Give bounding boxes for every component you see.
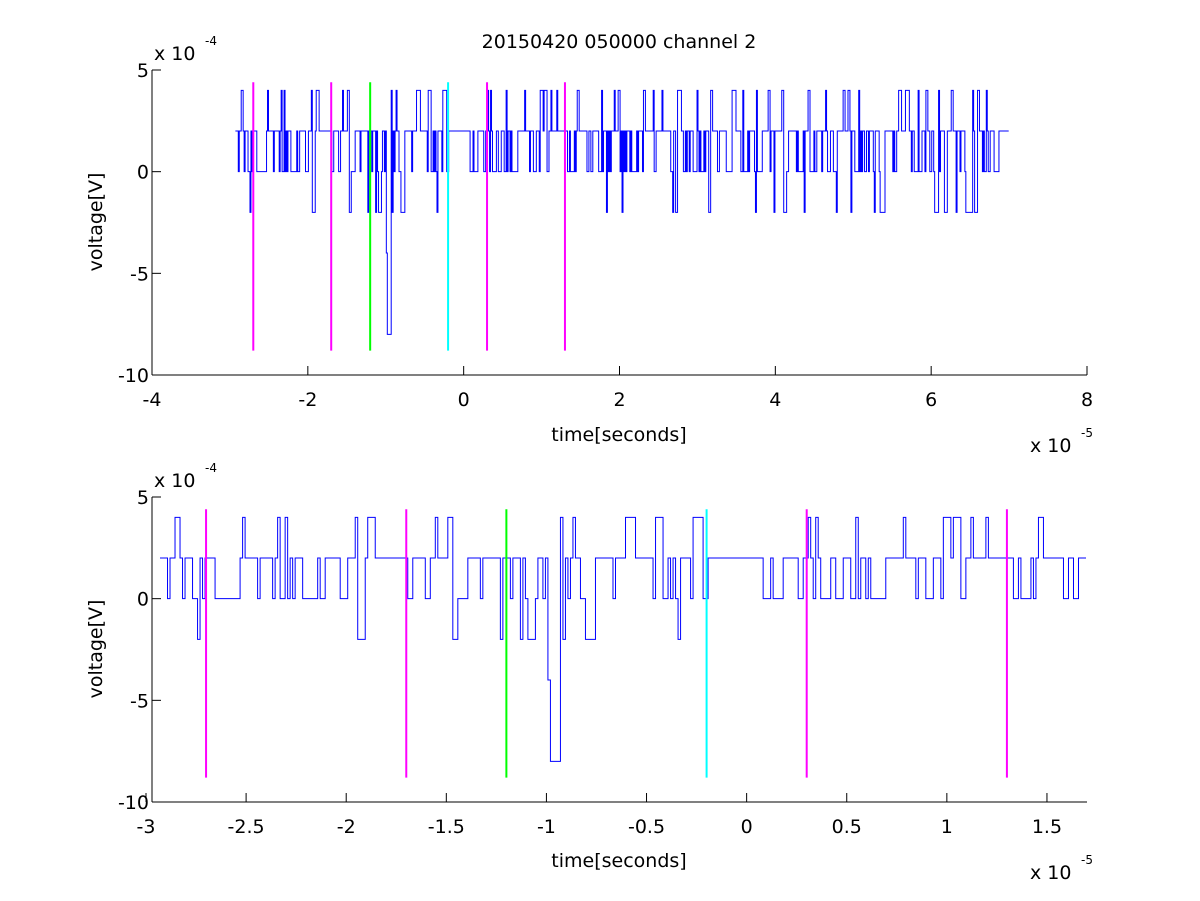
top-signal-trace bbox=[235, 89, 1009, 335]
bottom-y-tick-label-2: -5 bbox=[130, 690, 149, 712]
top-y-exponent-power: -4 bbox=[205, 34, 217, 48]
top-y-exponent-base: x 10 bbox=[154, 43, 195, 65]
top-x-tick-label-3: 0 bbox=[458, 389, 470, 411]
top-x-tick-label-5: 4 bbox=[769, 389, 781, 411]
bottom-x-tick-label-3: -2 bbox=[337, 816, 356, 838]
bottom-x-exponent-power: -5 bbox=[1081, 853, 1093, 867]
top-subplot: x 10 -4 x 10 -5 time[seconds] voltage[V]… bbox=[85, 34, 1093, 457]
bottom-x-tick-label-6: -0.5 bbox=[628, 816, 665, 838]
top-x-tick-label-4: 2 bbox=[613, 389, 625, 411]
bottom-y-tick-label-1: -10 bbox=[118, 792, 149, 814]
bottom-y-tick-label-4: 5 bbox=[137, 487, 149, 509]
top-x-exponent-base: x 10 bbox=[1030, 435, 1071, 457]
bottom-y-exponent-base: x 10 bbox=[154, 470, 195, 492]
top-x-axis-label: time[seconds] bbox=[551, 424, 686, 446]
bottom-x-tick-label-2: -2.5 bbox=[228, 816, 265, 838]
bottom-y-tick-label-3: 0 bbox=[137, 589, 149, 611]
top-y-tick-label-3: 0 bbox=[137, 162, 149, 184]
top-x-tick-label-7: 8 bbox=[1081, 389, 1093, 411]
bottom-y-axis-label: voltage[V] bbox=[85, 600, 107, 699]
bottom-signal-trace bbox=[160, 516, 1086, 762]
bottom-x-tick-label-10: 1.5 bbox=[1032, 816, 1062, 838]
bottom-x-tick-label-4: -1.5 bbox=[428, 816, 465, 838]
bottom-x-tick-label-5: -1 bbox=[537, 816, 556, 838]
top-y-axis-label: voltage[V] bbox=[85, 173, 107, 272]
top-y-tick-label-4: 5 bbox=[137, 60, 149, 82]
top-x-tick-label-2: -2 bbox=[298, 389, 317, 411]
top-x-tick-label-1: -4 bbox=[143, 389, 162, 411]
bottom-subplot: x 10 -4 x 10 -5 time[seconds] voltage[V]… bbox=[85, 461, 1093, 884]
top-y-tick-label-1: -10 bbox=[118, 365, 149, 387]
bottom-x-tick-label-9: 1 bbox=[941, 816, 953, 838]
bottom-x-exponent-base: x 10 bbox=[1030, 862, 1071, 884]
bottom-x-tick-label-7: 0 bbox=[741, 816, 753, 838]
bottom-x-axis-label: time[seconds] bbox=[551, 850, 686, 872]
bottom-x-tick-label-8: 0.5 bbox=[832, 816, 862, 838]
top-x-tick-label-6: 6 bbox=[925, 389, 937, 411]
top-y-tick-label-2: -5 bbox=[130, 263, 149, 285]
top-x-exponent-power: -5 bbox=[1081, 426, 1093, 440]
bottom-x-tick-label-1: -3 bbox=[137, 816, 156, 838]
figure-title: 20150420 050000 channel 2 bbox=[482, 31, 757, 53]
bottom-y-exponent-power: -4 bbox=[205, 461, 217, 475]
